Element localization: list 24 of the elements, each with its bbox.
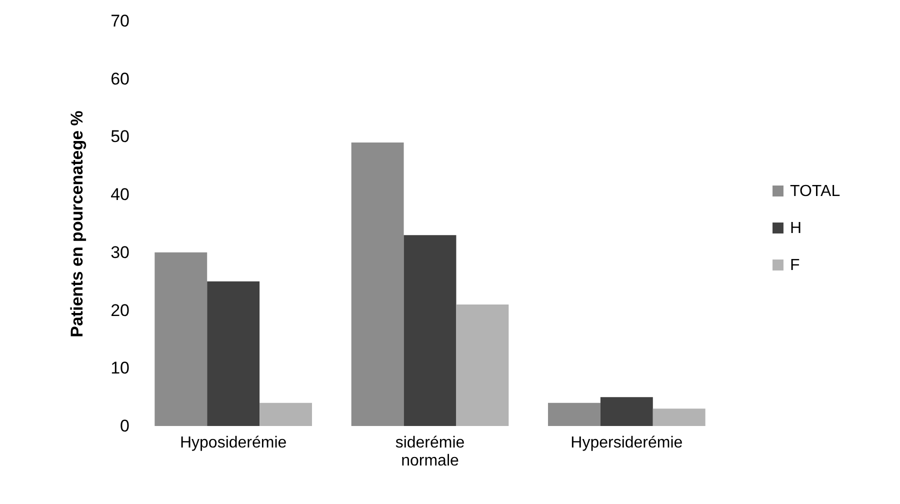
- legend-label: F: [790, 257, 800, 274]
- y-tick-label: 0: [120, 416, 130, 436]
- y-axis-title: Patients en pourcenatege %: [68, 110, 87, 338]
- y-tick-label: 50: [110, 127, 130, 146]
- legend-label: H: [790, 220, 802, 237]
- bar: [600, 397, 653, 426]
- y-tick-label: 60: [110, 69, 130, 88]
- x-tick-label: siderémie normale: [395, 434, 465, 470]
- bar: [154, 252, 208, 426]
- x-tick-label: Hyposiderémie: [180, 434, 287, 452]
- x-tick-label: Hypersiderémie: [570, 434, 683, 452]
- bar: [456, 304, 509, 426]
- bar: [351, 142, 404, 426]
- bar: [652, 408, 706, 426]
- legend-label: TOTAL: [790, 183, 840, 200]
- bar: [260, 402, 312, 426]
- y-tick-label: 10: [110, 358, 130, 378]
- bar: [548, 402, 600, 426]
- y-tick-label: 30: [110, 242, 130, 262]
- bar: [207, 281, 260, 426]
- y-tick-label: 70: [110, 12, 130, 30]
- y-tick-label: 20: [110, 300, 130, 320]
- y-tick-label: 40: [110, 185, 130, 204]
- bar: [404, 235, 456, 426]
